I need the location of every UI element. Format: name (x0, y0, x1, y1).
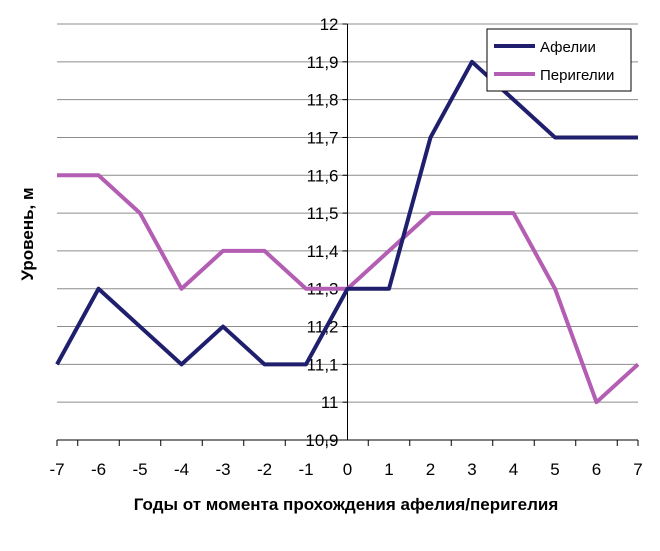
legend-box (486, 28, 632, 92)
legend-label-afelii: Афелии (540, 39, 596, 56)
x-tick-label: 4 (509, 460, 518, 479)
y-tick-label: 11,8 (307, 91, 339, 110)
y-tick-label: 11,4 (307, 242, 339, 261)
legend-label-perigelii: Перигелии (540, 67, 614, 84)
legend: Афелии Перигелии (486, 28, 632, 92)
y-tick-label: 12 (320, 15, 339, 34)
x-tick-label: -4 (174, 460, 189, 479)
x-tick-label: -2 (257, 460, 272, 479)
y-tick-labels: 10,91111,111,211,311,411,511,611,711,811… (305, 15, 338, 450)
x-tick-label: -7 (49, 460, 64, 479)
y-tick-label: 11 (321, 393, 339, 412)
y-tick-label: 10,9 (305, 431, 338, 450)
x-tick-label: 3 (467, 460, 476, 479)
y-tick-label: 11,9 (307, 53, 339, 72)
x-tick-label: -6 (91, 460, 106, 479)
y-tick-label: 11,6 (307, 166, 339, 185)
x-tick-label: 1 (384, 460, 393, 479)
series-lines (55, 59, 640, 405)
y-axis-title: Уровень, м (18, 187, 37, 280)
x-tick-label: 5 (550, 460, 559, 479)
y-tick-label: 11,7 (307, 128, 339, 147)
x-tick-label: -3 (215, 460, 230, 479)
series-line-0 (55, 59, 638, 367)
x-tick-label: -1 (298, 460, 313, 479)
x-tick-label: 2 (426, 460, 435, 479)
axes (56, 23, 639, 446)
x-tick-label: 0 (343, 460, 352, 479)
x-tick-label: 7 (633, 460, 642, 479)
y-tick-label: 11,1 (307, 355, 339, 374)
y-tick-label: 11,5 (307, 204, 339, 223)
x-tick-label: 6 (592, 460, 601, 479)
x-tick-label: -5 (132, 460, 147, 479)
x-axis-title: Годы от момента прохождения афелия/периг… (134, 495, 559, 514)
x-tick-labels: -7 -6 -5 -4 -3 -2 -1 0 1 2 3 4 5 6 7 (49, 460, 642, 479)
